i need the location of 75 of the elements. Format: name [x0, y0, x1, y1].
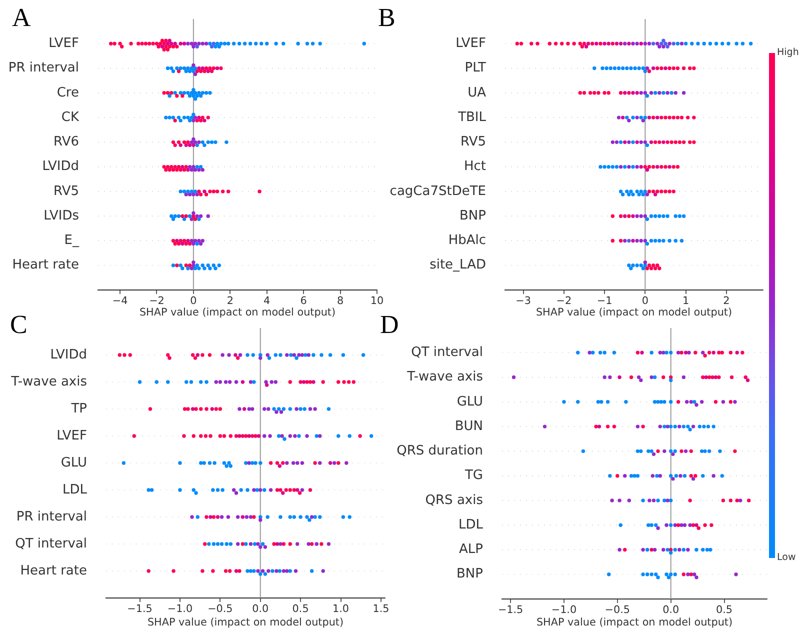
chart-title: D [380, 310, 399, 339]
x-tick-label: 0.5 [292, 602, 309, 615]
x-tick-label: −1.0 [551, 604, 577, 616]
chart-title: B [378, 3, 396, 32]
x-tick-label: −1.0 [167, 602, 193, 615]
y-tick-label: LVEF [456, 36, 486, 52]
y-tick-label: PLT [464, 60, 486, 76]
y-tick-label: LVEF [56, 428, 87, 444]
x-tick-label: 0.5 [716, 604, 733, 616]
x-axis-title: SHAP value (impact on model output) [536, 616, 733, 628]
y-tick-label: GLU [60, 455, 87, 470]
x-tick-label: −0.5 [208, 602, 233, 615]
y-tick-label: LVIDd [42, 159, 79, 174]
x-tick-label: 4 [264, 294, 271, 307]
y-tick-label: QT interval [15, 536, 87, 552]
x-tick-label: −1.5 [498, 604, 524, 616]
x-tick-label: 1.5 [372, 602, 390, 615]
y-tick-label: RV5 [460, 134, 486, 150]
y-tick-label: PR interval [16, 509, 87, 524]
y-tick-label: Cre [56, 85, 79, 100]
y-tick-label: UA [468, 85, 486, 100]
x-tick-label: 2 [226, 294, 234, 307]
y-tick-label: Heart rate [20, 563, 87, 578]
chart-title: A [12, 3, 31, 32]
y-tick-label: RV5 [54, 184, 79, 199]
x-tick-label: −3 [516, 294, 531, 307]
x-tick-label: 2 [723, 294, 730, 307]
x-axis-title: SHAP value (impact on model output) [536, 306, 732, 318]
x-tick-label: 0.0 [252, 602, 269, 615]
x-tick-label: 6 [300, 294, 307, 307]
y-tick-label: HbAlc [448, 233, 486, 248]
y-tick-label: ALP [459, 542, 484, 558]
y-tick-label: GLU [456, 394, 483, 410]
x-tick-label: −4 [112, 294, 128, 307]
y-tick-label: LVIDs [44, 208, 80, 224]
y-tick-label: BNP [460, 208, 486, 224]
x-tick-label: 10 [370, 294, 384, 307]
y-tick-label: Hct [464, 159, 486, 174]
y-tick-label: PR interval [8, 60, 79, 76]
y-tick-label: T-wave axis [406, 370, 484, 385]
y-tick-label: BUN [454, 418, 483, 434]
y-tick-label: TG [464, 468, 483, 484]
x-tick-label: −1.5 [127, 602, 152, 615]
x-axis-title: SHAP value (impact on model output) [139, 306, 336, 318]
x-axis-title: SHAP value (impact on model output) [147, 616, 344, 628]
color-bar-label: High [777, 47, 799, 59]
x-tick-label: 8 [336, 294, 344, 307]
y-tick-label: LDL [62, 482, 88, 498]
x-tick-label: 0 [642, 294, 648, 307]
y-tick-label: TBIL [457, 110, 487, 125]
y-tick-label: Heart rate [12, 258, 79, 273]
y-tick-label: cagCa7StDeTE [390, 184, 486, 199]
x-tick-label: 0 [190, 294, 197, 307]
y-tick-label: T-wave axis [10, 374, 88, 390]
x-tick-label: −2 [556, 294, 572, 307]
y-tick-label: LDL [458, 517, 484, 532]
y-tick-label: site_LAD [430, 258, 486, 273]
y-tick-label: QRS axis [425, 492, 484, 508]
y-tick-label: LVIDd [50, 347, 87, 362]
x-tick-label: 1 [682, 294, 690, 307]
y-tick-label: QRS duration [396, 444, 483, 459]
color-bar-label: Low [777, 552, 796, 564]
x-tick-label: −1 [596, 294, 612, 307]
x-tick-label: −2 [149, 294, 164, 307]
y-tick-label: E_ [64, 233, 80, 248]
y-tick-label: LVEF [48, 36, 79, 52]
x-tick-label: 0.0 [662, 604, 680, 616]
y-tick-label: BNP [456, 566, 484, 582]
y-tick-label: RV6 [54, 134, 79, 150]
chart-title: C [10, 310, 28, 339]
x-tick-label: −0.5 [604, 604, 630, 616]
y-tick-label: TP [70, 401, 88, 416]
y-tick-label: QT interval [411, 345, 483, 360]
x-tick-label: 1.0 [332, 602, 350, 615]
y-tick-label: CK [61, 110, 80, 125]
